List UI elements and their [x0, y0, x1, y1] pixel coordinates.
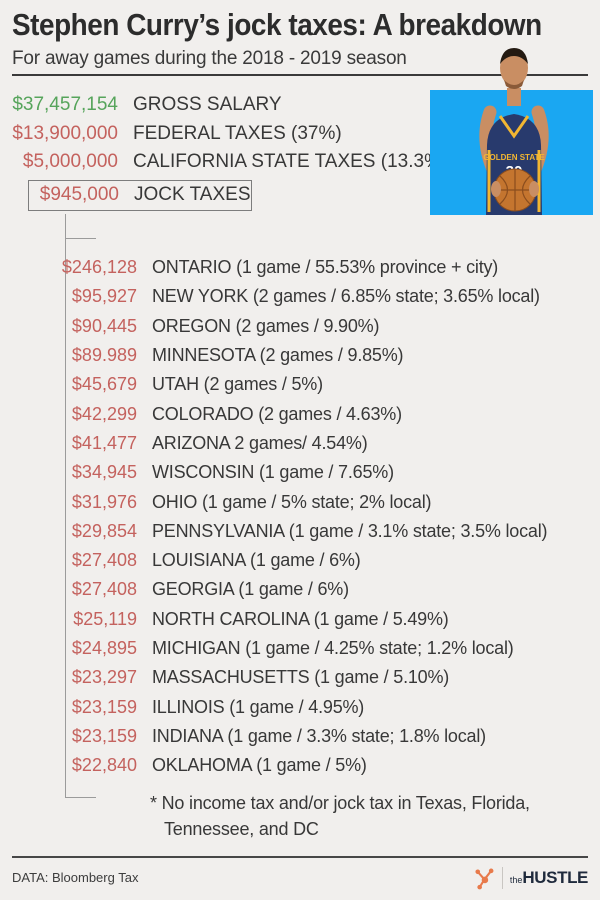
- breakdown-row: $23,159 INDIANA (1 game / 3.3% state; 1.…: [12, 722, 547, 751]
- breakdown-amount: $95,927: [71, 286, 137, 307]
- breakdown-list: $246,128 ONTARIO (1 game / 55.53% provin…: [12, 253, 548, 780]
- breakdown-label: ILLINOIS (1 game / 4.95%): [152, 696, 365, 717]
- breakdown-label: OREGON (2 games / 9.90%): [152, 315, 380, 336]
- footnote-line-1: * No income tax and/or jock tax in Texas…: [150, 793, 530, 813]
- breakdown-label: NORTH CAROLINA (1 game / 5.49%): [152, 608, 449, 629]
- breakdown-amount: $29,854: [71, 520, 137, 541]
- state-taxes-amount: $5,000,000: [22, 151, 118, 173]
- gross-salary-label: GROSS SALARY: [133, 94, 282, 116]
- breakdown-row: $246,128 ONTARIO (1 game / 55.53% provin…: [12, 253, 547, 282]
- breakdown-row: $95,927 NEW YORK (2 games / 6.85% state;…: [12, 282, 547, 311]
- brand-divider: [501, 867, 503, 889]
- footnote: * No income tax and/or jock tax in Texas…: [150, 790, 550, 842]
- brand-area: the HUSTLE: [472, 863, 588, 893]
- breakdown-row: $89.989 MINNESOTA (2 games / 9.85%): [12, 341, 547, 370]
- breakdown-row: $25,119 NORTH CAROLINA (1 game / 5.49%): [12, 605, 547, 634]
- breakdown-label: MICHIGAN (1 game / 4.25% state; 1.2% loc…: [152, 638, 514, 658]
- curry-photo: GOLDEN STATE 30: [430, 40, 593, 215]
- breakdown-label: UTAH (2 games / 5%): [152, 374, 323, 395]
- breakdown-amount: $42,299: [71, 403, 137, 424]
- basketball-seams: [494, 169, 536, 211]
- breakdown-row: $27,408 GEORGIA (1 game / 6%): [12, 575, 547, 604]
- breakdown-row: $34,945 WISCONSIN (1 game / 7.65%): [12, 458, 547, 487]
- player-right-hand: [491, 181, 501, 197]
- breakdown-label: ONTARIO (1 game / 55.53% province + city…: [152, 257, 499, 278]
- player-neck: [507, 88, 521, 106]
- connector-line-vertical: [65, 214, 66, 798]
- breakdown-row: $41,477 ARIZONA 2 games/ 4.54%): [12, 429, 547, 458]
- breakdown-amount: $25,119: [73, 608, 137, 629]
- breakdown-row: $22,840 OKLAHOMA (1 game / 5%): [12, 751, 547, 780]
- player-hair: [500, 48, 528, 64]
- breakdown-amount: $34,945: [71, 462, 137, 483]
- breakdown-amount: $22,840: [71, 755, 137, 776]
- jock-taxes-amount: $945,000: [39, 184, 119, 205]
- breakdown-amount: $45,679: [71, 374, 137, 395]
- breakdown-label: GEORGIA (1 game / 6%): [152, 579, 349, 600]
- summary-row-gross-salary: $37,457,154 GROSS SALARY: [12, 91, 447, 120]
- breakdown-label: INDIANA (1 game / 3.3% state; 1.8% local…: [152, 725, 486, 746]
- hustle-logo-name: HUSTLE: [522, 868, 588, 887]
- connector-line-bottom-tick: [65, 797, 96, 798]
- footer-divider: [12, 856, 588, 858]
- summary-row-jock-taxes: $945,000 JOCK TAXES: [28, 179, 252, 211]
- breakdown-row: $45,679 UTAH (2 games / 5%): [12, 370, 547, 399]
- summary-row-federal-taxes: $13,900,000 FEDERAL TAXES (37%): [12, 120, 447, 149]
- page-subtitle: For away games during the 2018 - 2019 se…: [12, 48, 407, 69]
- breakdown-label: PENNSYLVANIA (1 game / 3.1% state; 3.5% …: [152, 520, 548, 541]
- data-source: DATA: Bloomberg Tax: [12, 870, 139, 885]
- footnote-line-2: Tennessee, and DC: [164, 819, 319, 839]
- page-title: Stephen Curry’s jock taxes: A breakdown: [12, 7, 542, 42]
- state-taxes-label: CALIFORNIA STATE TAXES (13.3%): [133, 151, 448, 173]
- federal-taxes-amount: $13,900,000: [12, 122, 118, 144]
- breakdown-label: LOUISIANA (1 game / 6%): [152, 550, 361, 571]
- federal-taxes-label: FEDERAL TAXES (37%): [133, 122, 342, 144]
- breakdown-row: $23,297 MASSACHUSETTS (1 game / 5.10%): [12, 663, 547, 692]
- player-beard: [504, 80, 524, 89]
- summary-row-state-taxes: $5,000,000 CALIFORNIA STATE TAXES (13.3%…: [12, 148, 447, 177]
- hustle-logo-prefix: the: [509, 875, 523, 885]
- breakdown-row: $31,976 OHIO (1 game / 5% state; 2% loca…: [12, 487, 547, 516]
- breakdown-amount: $23,159: [71, 696, 137, 717]
- hustle-logo: the HUSTLE: [509, 868, 589, 888]
- jersey-team-text: GOLDEN STATE: [483, 153, 545, 162]
- player-left-hand: [529, 181, 539, 197]
- breakdown-label: OHIO (1 game / 5% state; 2% local): [152, 491, 432, 512]
- breakdown-amount: $246,128: [61, 257, 137, 278]
- jock-taxes-label: JOCK TAXES: [134, 184, 251, 205]
- breakdown-amount: $90,445: [71, 315, 137, 336]
- breakdown-label: ARIZONA 2 games/ 4.54%): [152, 432, 368, 453]
- breakdown-label: MASSACHUSETTS (1 game / 5.10%): [152, 667, 450, 688]
- connector-line-top-tick: [65, 238, 96, 239]
- breakdown-row: $23,159 ILLINOIS (1 game / 4.95%): [12, 692, 547, 721]
- breakdown-amount: $31,976: [71, 491, 137, 512]
- breakdown-row: $90,445 OREGON (2 games / 9.90%): [12, 312, 547, 341]
- breakdown-amount: $27,408: [71, 579, 137, 600]
- breakdown-amount: $24,895: [71, 638, 137, 658]
- salary-summary: $37,457,154 GROSS SALARY $13,900,000 FED…: [12, 91, 447, 211]
- breakdown-label: COLORADO (2 games / 4.63%): [152, 403, 402, 424]
- breakdown-amount: $27,408: [71, 550, 137, 571]
- breakdown-label: NEW YORK (2 games / 6.85% state; 3.65% l…: [152, 286, 540, 307]
- breakdown-row: $24,895 MICHIGAN (1 game / 4.25% state; …: [12, 634, 547, 663]
- header-divider: [12, 74, 588, 76]
- gross-salary-amount: $37,457,154: [12, 94, 118, 116]
- breakdown-label: MINNESOTA (2 games / 9.85%): [152, 345, 404, 366]
- breakdown-amount: $23,159: [71, 725, 137, 746]
- breakdown-amount: $23,297: [71, 667, 137, 688]
- player-head: [500, 50, 528, 86]
- breakdown-label: OKLAHOMA (1 game / 5%): [152, 755, 367, 776]
- breakdown-row: $27,408 LOUISIANA (1 game / 6%): [12, 546, 547, 575]
- breakdown-row: $42,299 COLORADO (2 games / 4.63%): [12, 399, 547, 428]
- jersey-vneck-trim: [498, 115, 530, 139]
- breakdown-row: $29,854 PENNSYLVANIA (1 game / 3.1% stat…: [12, 517, 548, 546]
- curry-photo-illustration: GOLDEN STATE 30: [430, 48, 593, 215]
- breakdown-amount: $41,477: [71, 432, 137, 453]
- breakdown-label: WISCONSIN (1 game / 7.65%): [152, 462, 394, 483]
- breakdown-amount: $89.989: [71, 345, 137, 366]
- hubspot-sprocket-icon: [475, 868, 494, 889]
